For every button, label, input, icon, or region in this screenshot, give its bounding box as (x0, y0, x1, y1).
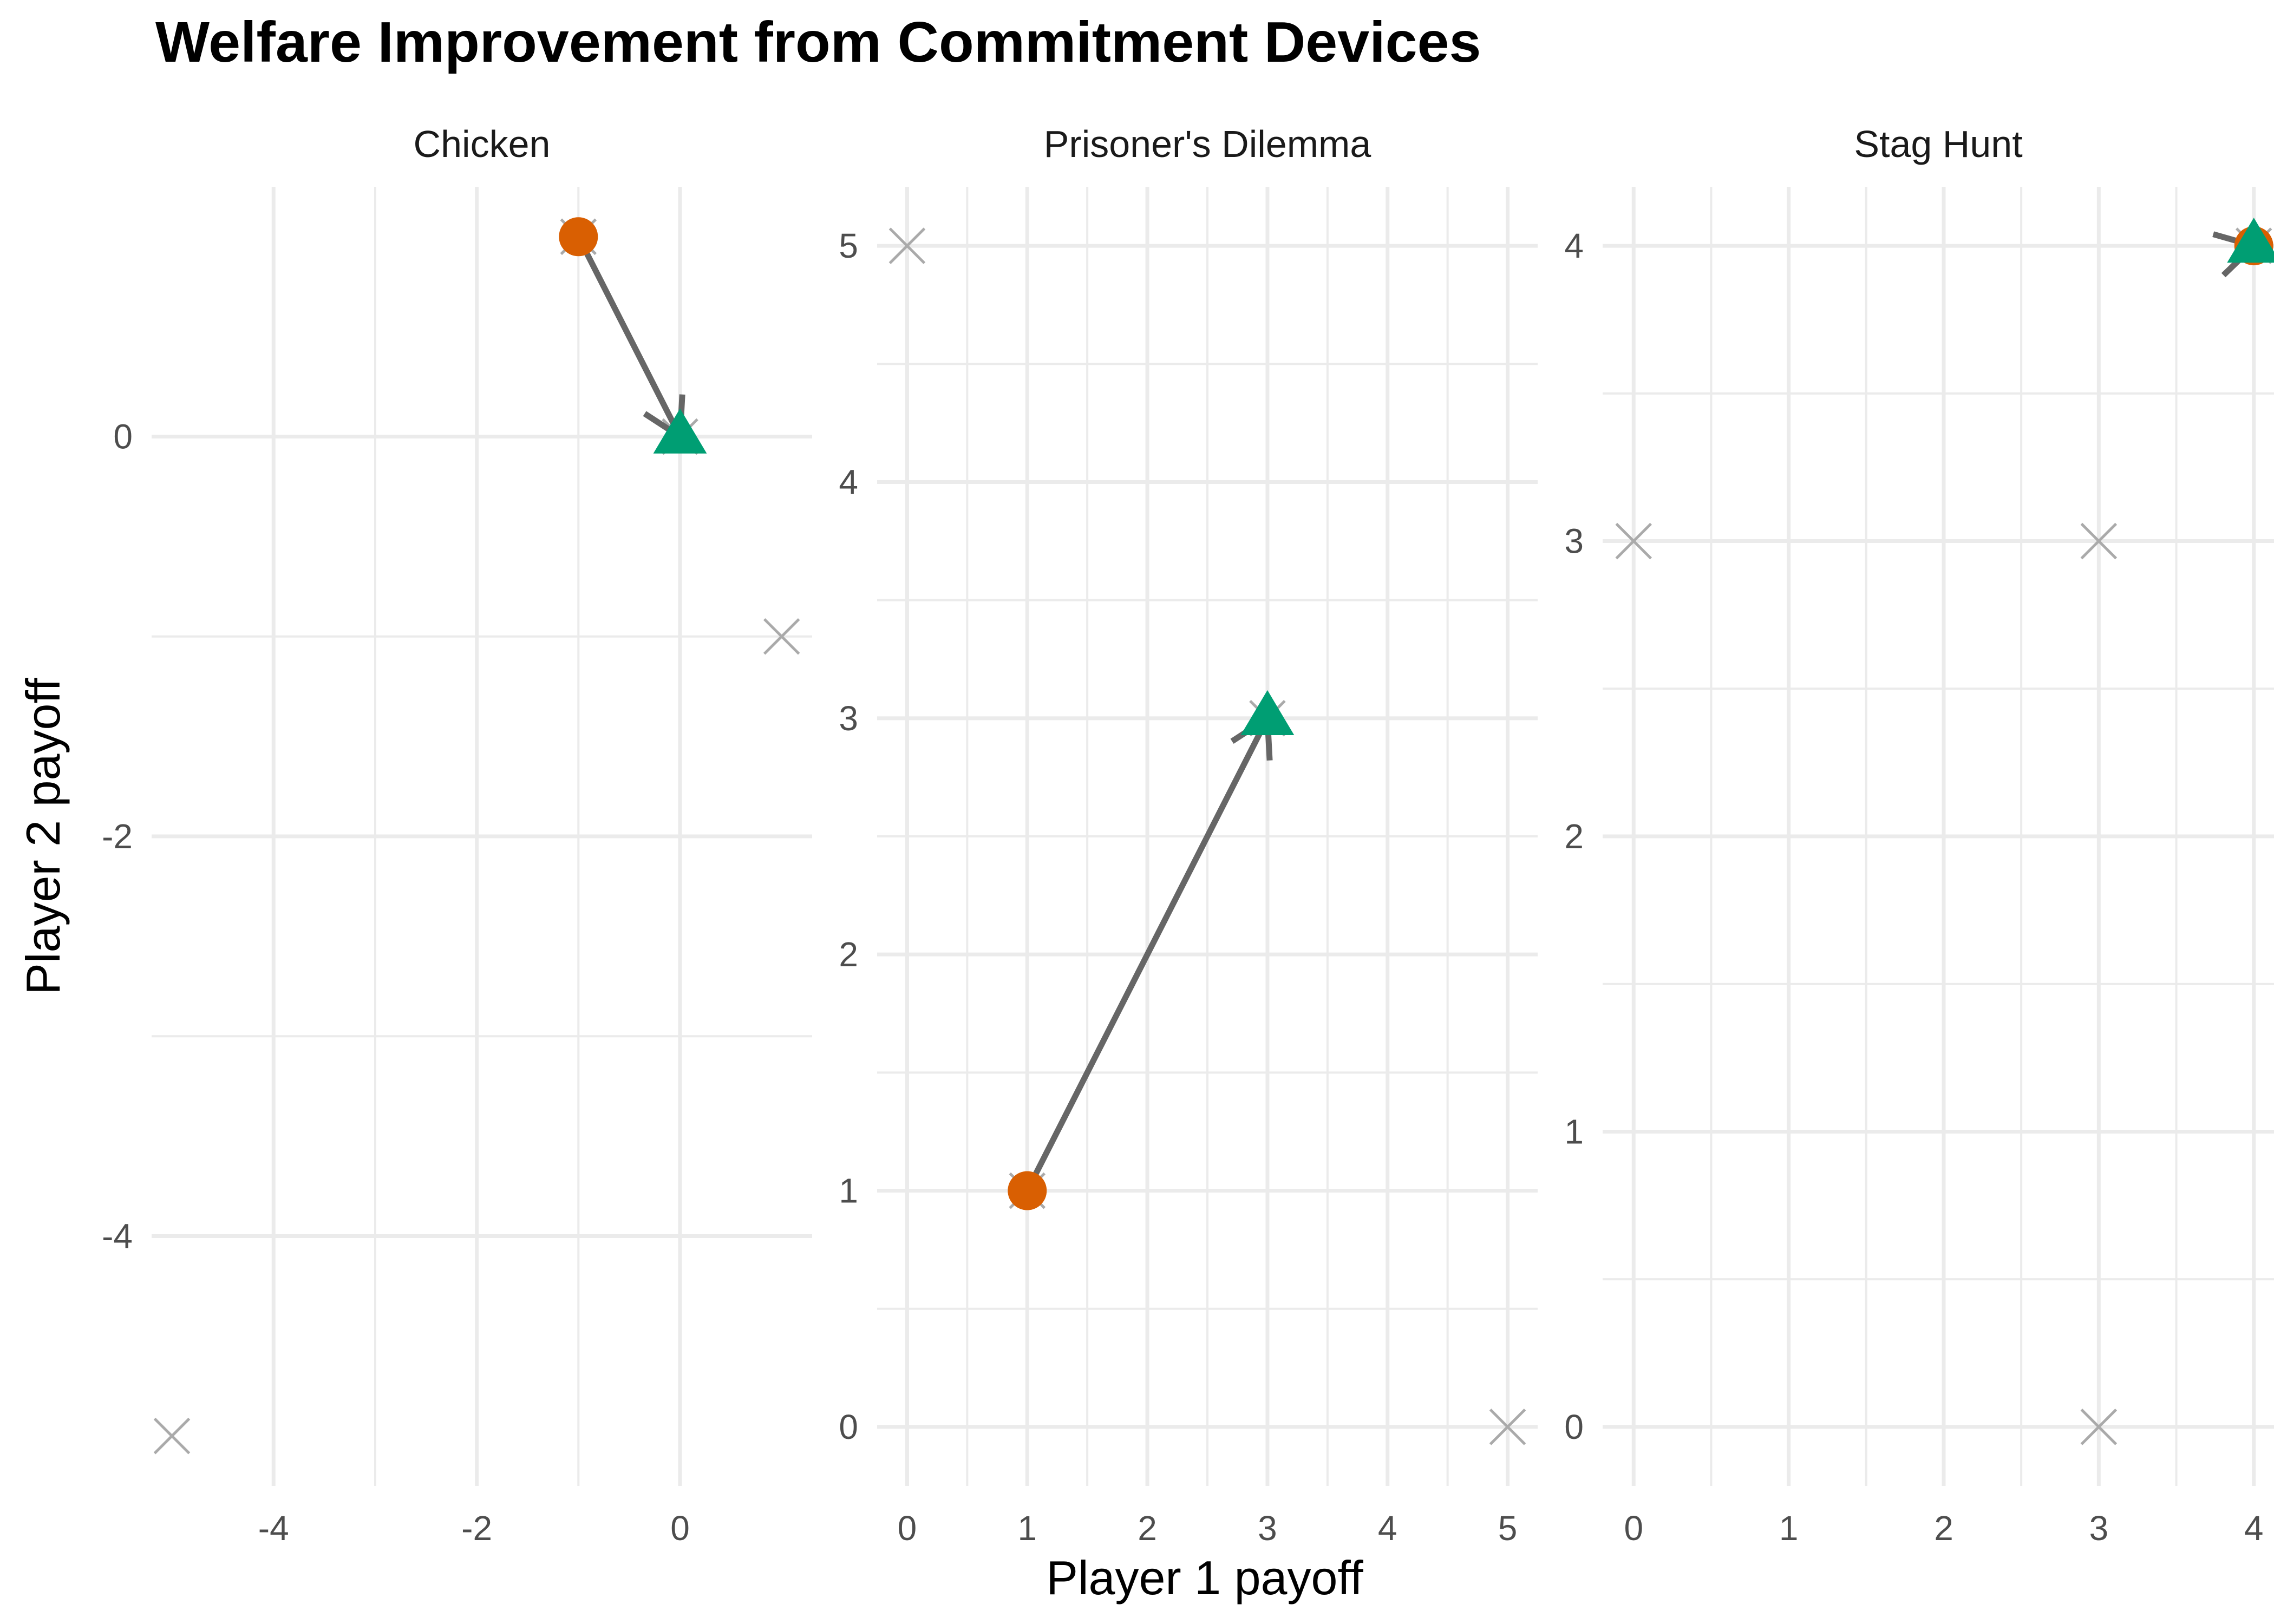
facet-marks (888, 227, 1526, 1445)
equilibrium-with-commitment (2227, 218, 2274, 263)
x-tick-label: 3 (1258, 1509, 1277, 1548)
chart-title: Welfare Improvement from Commitment Devi… (155, 10, 1481, 74)
x-tick-label: 1 (1017, 1509, 1037, 1548)
y-tick-label: -4 (102, 1216, 133, 1255)
y-tick-label: 0 (113, 417, 133, 456)
x-tick-label: 2 (1138, 1509, 1157, 1548)
x-tick-label: 4 (2244, 1509, 2264, 1548)
facet-marks (1615, 218, 2274, 1445)
x-tick-label: 3 (2089, 1509, 2109, 1548)
facet-panel: Prisoner's Dilemma 0 1 2 3 4 5 0 1 2 3 4 5 (839, 123, 1538, 1548)
y-tick-label: 3 (839, 699, 858, 738)
facet-strip-label: Stag Hunt (1854, 123, 2022, 165)
improvement-arrow (576, 235, 683, 438)
outcome-point (888, 227, 926, 264)
x-tick-label: -2 (461, 1509, 492, 1548)
x-tick-label: 4 (1378, 1509, 1397, 1548)
facet-strip-label: Chicken (414, 123, 551, 165)
y-tick-label: 0 (839, 1407, 858, 1446)
outcome-point (153, 1417, 191, 1455)
equilibrium-with-commitment (653, 408, 707, 454)
y-tick-label: 0 (1564, 1407, 1584, 1446)
y-tick-label: 5 (839, 226, 858, 265)
outcome-point (763, 618, 800, 655)
equilibrium-without-commitment (1008, 1171, 1047, 1210)
y-tick-label: 4 (839, 462, 858, 501)
y-tick-label: 1 (839, 1171, 858, 1210)
equilibrium-with-commitment (1240, 690, 1295, 736)
x-tick-label: 5 (1498, 1509, 1518, 1548)
facet-marks (153, 217, 800, 1455)
y-tick-label: -2 (102, 817, 133, 856)
facet-panel: Chicken -4 -2 0 -4 -2 0 (102, 123, 812, 1548)
x-tick-label: 0 (1624, 1509, 1643, 1548)
x-tick-label: 2 (1934, 1509, 1953, 1548)
facet-panel: Stag Hunt 0 1 2 3 4 0 1 2 3 4 (1564, 123, 2274, 1548)
outcome-point (1615, 522, 1652, 560)
y-tick-label: 3 (1564, 522, 1584, 561)
facet-strip-label: Prisoner's Dilemma (1044, 123, 1371, 165)
y-tick-label: 1 (1564, 1112, 1584, 1151)
y-axis-title: Player 2 payoff (16, 678, 70, 995)
x-tick-label: 0 (898, 1509, 917, 1548)
outcome-point (2080, 1409, 2118, 1445)
y-tick-label: 2 (1564, 817, 1584, 856)
x-axis-title: Player 1 payoff (1046, 1551, 1363, 1605)
outcome-point (2080, 522, 2118, 560)
y-tick-label: 4 (1564, 226, 1584, 265)
x-tick-label: 1 (1779, 1509, 1799, 1548)
x-tick-label: 0 (670, 1509, 690, 1548)
equilibrium-without-commitment (559, 217, 598, 257)
outcome-point (1489, 1409, 1526, 1445)
x-tick-label: -4 (258, 1509, 289, 1548)
y-tick-label: 2 (839, 935, 858, 974)
facets-layer: Chicken -4 -2 0 -4 -2 0 Prisoner's Dilemma 0 1 2 3 4… (102, 123, 2274, 1548)
improvement-arrow (1024, 717, 1270, 1193)
